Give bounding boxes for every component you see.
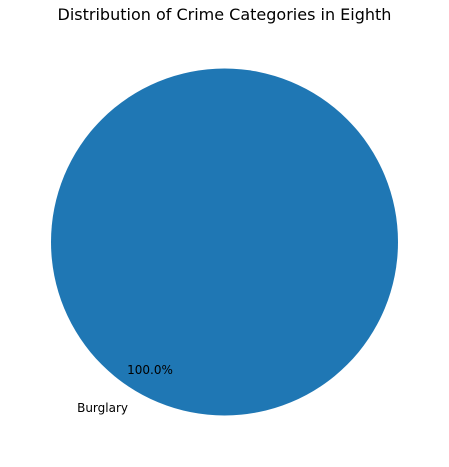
category-label: Burglary xyxy=(77,401,128,415)
pie-slices xyxy=(51,68,398,416)
percent-label: 100.0% xyxy=(127,363,173,377)
pie-slice-burglary xyxy=(51,68,398,416)
pie-labels: 100.0% Burglary xyxy=(77,363,173,415)
chart-title: Distribution of Crime Categories in Eigh… xyxy=(58,5,392,24)
